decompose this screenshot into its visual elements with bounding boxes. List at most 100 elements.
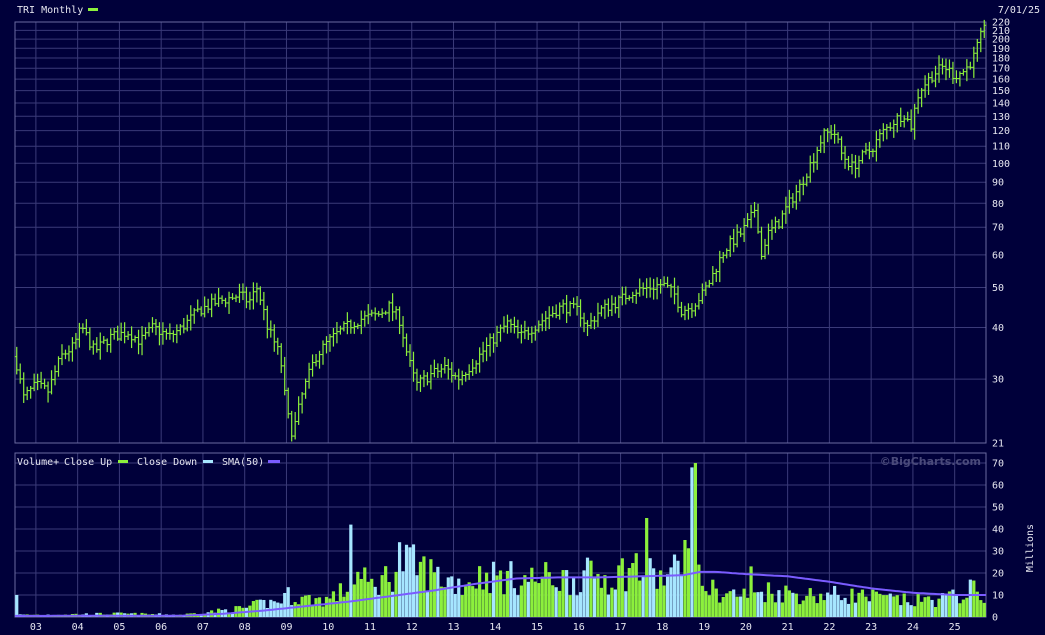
x-tick-label: 06 (155, 622, 167, 633)
volume-bar (652, 568, 656, 617)
volume-bar (498, 570, 503, 617)
x-tick-label: 25 (949, 622, 961, 633)
volume-bar (363, 567, 367, 617)
volume-bar (808, 588, 812, 617)
volume-bar (746, 597, 750, 617)
volume-bar (561, 570, 565, 617)
volume-bar (784, 585, 788, 617)
x-tick-label: 04 (72, 622, 84, 633)
price-tick-label: 90 (992, 178, 1004, 189)
volume-bar (937, 598, 941, 617)
volume-bar (725, 593, 729, 617)
volume-bar (495, 575, 499, 617)
volume-bar (617, 565, 621, 617)
volume-bar (457, 578, 461, 617)
volume-bar (359, 578, 363, 617)
volume-bar (885, 595, 889, 617)
volume-bar (575, 595, 579, 617)
volume-bar (665, 574, 670, 617)
volume-bar (815, 603, 819, 617)
volume-bar (672, 554, 677, 617)
x-tick-label: 22 (823, 622, 835, 633)
volume-bar (763, 602, 767, 617)
volume-bar (324, 596, 329, 617)
volume-bar (310, 605, 315, 617)
volume-bar (530, 567, 534, 617)
volume-bar (255, 599, 259, 617)
volume-bar (888, 593, 892, 617)
volume-bar (739, 596, 743, 617)
volume-tick-label: 10 (992, 591, 1004, 602)
volume-tick-label: 50 (992, 503, 1004, 514)
price-tick-label: 80 (992, 199, 1004, 210)
volume-bar (732, 589, 736, 617)
volume-bar (926, 596, 931, 617)
volume-bar (544, 562, 548, 617)
volume-bar (641, 576, 645, 617)
close-up-swatch (118, 460, 128, 463)
volume-bar (439, 586, 443, 617)
close-down-swatch (203, 460, 213, 463)
volume-bar (356, 571, 360, 617)
volume-bar (634, 553, 638, 617)
volume-bar (766, 582, 771, 617)
volume-bar (899, 605, 903, 617)
volume-bar (728, 591, 732, 617)
volume-bar (676, 560, 680, 617)
volume-bar (526, 581, 530, 617)
volume-bar (436, 566, 440, 617)
volume-bar (290, 605, 294, 617)
volume-bar (467, 582, 471, 617)
volume-bar (655, 588, 659, 617)
volume-bar (314, 598, 318, 617)
price-legend-swatch (88, 8, 98, 11)
x-tick-label: 18 (656, 622, 668, 633)
price-tick-label: 140 (992, 99, 1010, 110)
volume-bar (592, 578, 597, 617)
volume-bar (826, 592, 830, 617)
x-tick-label: 24 (907, 622, 919, 633)
volume-bar (787, 590, 791, 617)
x-tick-label: 15 (531, 622, 543, 633)
volume-bar (446, 577, 450, 617)
price-tick-label: 210 (992, 26, 1010, 37)
x-tick-label: 23 (865, 622, 877, 633)
volume-bar (944, 594, 948, 617)
volume-bar (293, 602, 297, 617)
volume-tick-labels: 0 10 20 30 40 50 60 70 (992, 459, 1004, 624)
volume-tick-label: 20 (992, 569, 1004, 580)
volume-bar (582, 570, 586, 617)
volume-bar (819, 593, 823, 617)
volume-bar (474, 588, 478, 617)
volume-bar (460, 595, 464, 617)
x-tick-label: 10 (322, 622, 334, 633)
volume-bar (801, 600, 805, 617)
volume-bar (683, 540, 687, 617)
volume-bar (384, 566, 388, 617)
price-tick-label: 110 (992, 142, 1010, 153)
close-down-legend-label: Close Down (137, 457, 197, 468)
volume-bar (798, 604, 802, 617)
volume-bar (773, 602, 778, 617)
volume-bar (843, 597, 847, 617)
price-tick-label: 100 (992, 159, 1010, 170)
volume-bar (471, 586, 475, 617)
volume-bar (429, 559, 433, 617)
volume-bar (537, 583, 541, 617)
sma-swatch (268, 460, 280, 463)
x-tick-label: 03 (30, 622, 42, 633)
volume-bar (338, 583, 343, 617)
price-tick-label: 160 (992, 75, 1010, 86)
volume-bar (631, 563, 635, 617)
volume-bar (565, 570, 569, 617)
x-tick-labels: 03 04 05 06 07 08 09 10 11 12 13 14 15 16 17 18 19 20 21 22… (30, 622, 961, 633)
volume-bar (432, 572, 436, 617)
volume-bar (418, 561, 423, 617)
volume-bar (871, 589, 875, 617)
volume-bar (610, 587, 614, 617)
price-tick-label: 130 (992, 112, 1010, 123)
volume-bar (523, 575, 527, 617)
volume-bar (822, 600, 826, 617)
volume-bar (415, 575, 419, 617)
